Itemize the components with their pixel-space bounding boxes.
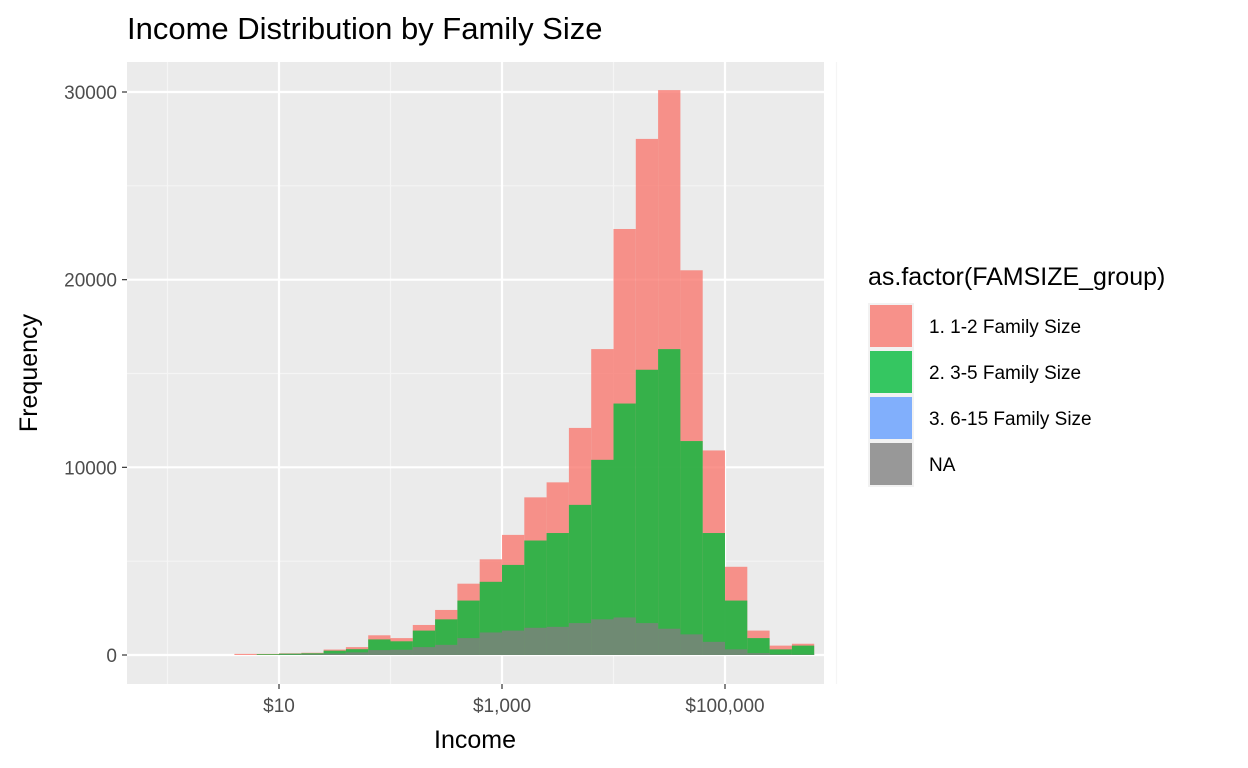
histogram-bar [613, 403, 636, 655]
y-axis-title: Frequency [15, 313, 43, 432]
histogram-bar [546, 533, 569, 655]
histogram-bar [769, 649, 792, 655]
histogram-bar [345, 652, 369, 655]
histogram-bar [568, 504, 592, 655]
histogram-bar [435, 644, 458, 655]
histogram-bar [368, 650, 391, 655]
histogram-bar [301, 654, 324, 655]
legend-label: 1. 1-2 Family Size [929, 317, 1081, 338]
histogram-bar [635, 369, 659, 655]
x-tick-label: $100,000 [685, 696, 764, 717]
histogram-bar [479, 632, 502, 655]
legend-title: as.factor(FAMSIZE_group) [868, 263, 1165, 291]
histogram-bar [524, 540, 547, 655]
histogram-bar [301, 653, 324, 655]
histogram-bar [658, 349, 681, 655]
histogram-bar [323, 653, 346, 655]
legend: 1. 1-2 Family Size 2. 3-5 Family Size 3. 6… [868, 303, 1092, 487]
histogram-bar [725, 600, 748, 655]
histogram-bar [769, 654, 792, 655]
histogram-bar [658, 628, 681, 655]
y-tick-label: 20000 [64, 271, 117, 292]
legend-label: NA [929, 455, 956, 476]
y-tick-label: 10000 [64, 458, 117, 479]
histogram-bar [680, 441, 703, 655]
histogram-bar [279, 653, 302, 655]
legend-key [870, 351, 912, 393]
histogram-bar [680, 634, 703, 655]
legend-label: 3. 6-15 Family Size [929, 409, 1092, 430]
legend-label: 2. 3-5 Family Size [929, 363, 1081, 384]
histogram-bar [702, 533, 725, 655]
chart-title: Income Distribution by Family Size [127, 11, 603, 46]
histogram-bar [390, 649, 413, 655]
histogram-bar [412, 647, 436, 655]
histogram-bars [234, 90, 815, 655]
histogram-bar [524, 627, 547, 655]
histogram-bar [345, 649, 369, 655]
histogram-bar [747, 653, 770, 655]
histogram-bar [747, 638, 770, 655]
x-tick-label: $10 [263, 696, 295, 717]
x-axis-ticks: $10 $1,000 $100,000 [263, 684, 765, 717]
y-tick-label: 30000 [64, 83, 117, 104]
histogram-bar [635, 623, 659, 655]
histogram-bar [591, 619, 614, 655]
histogram-bar [457, 638, 480, 655]
histogram-bar [323, 650, 346, 655]
histogram-bar [702, 641, 725, 655]
histogram-bar [791, 645, 815, 655]
x-axis-title: Income [434, 726, 516, 754]
histogram-bar [568, 623, 592, 655]
histogram-bar [725, 649, 748, 655]
legend-key [870, 305, 912, 347]
histogram-bar [613, 617, 636, 655]
legend-key [870, 443, 912, 485]
y-axis-ticks: 0 10000 20000 30000 [64, 83, 127, 667]
y-tick-label: 0 [106, 646, 117, 667]
histogram-bar [591, 459, 614, 655]
histogram-bar [546, 626, 569, 655]
x-tick-label: $1,000 [473, 696, 531, 717]
histogram-bar [256, 654, 279, 655]
histogram-bar [502, 630, 525, 655]
histogram-bar [234, 653, 257, 655]
legend-key [870, 397, 912, 439]
